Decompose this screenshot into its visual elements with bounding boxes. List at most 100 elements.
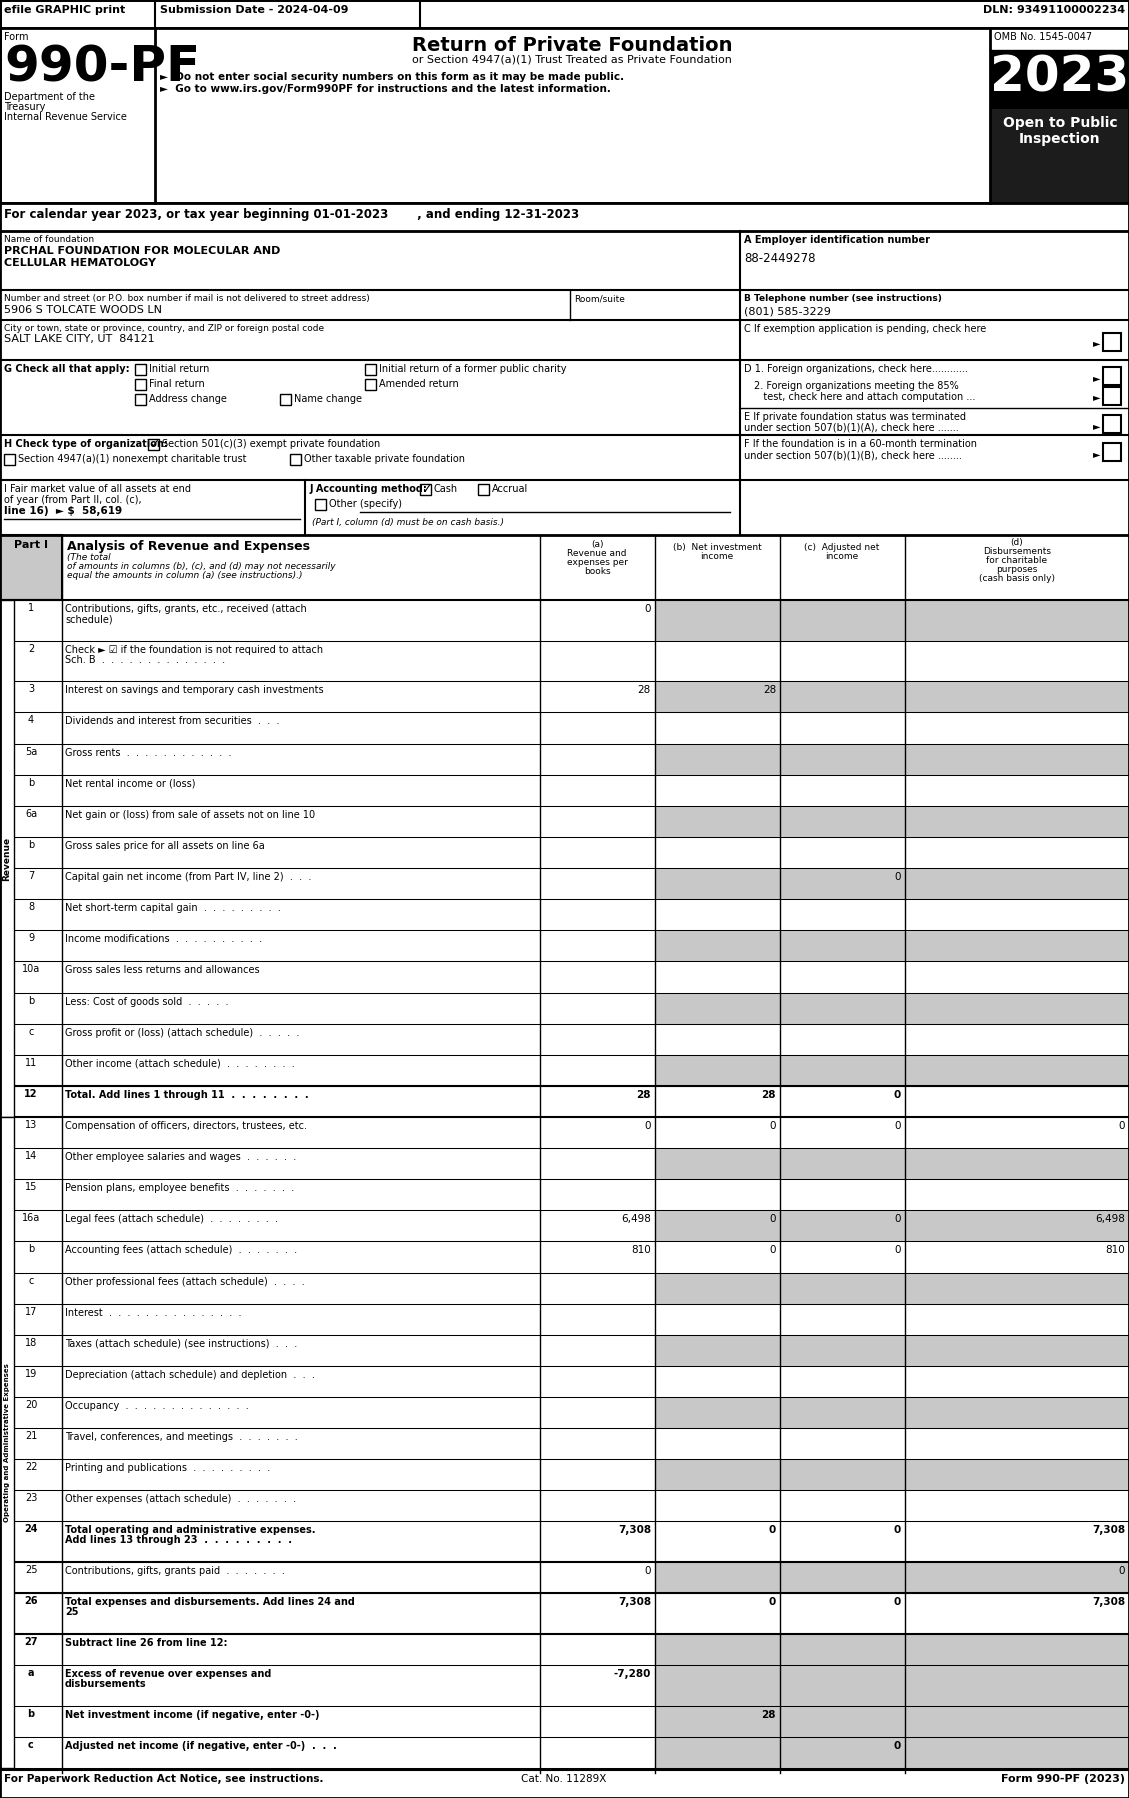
Bar [905,1665,1129,1706]
Text: Check ► ☑ if the foundation is not required to attach: Check ► ☑ if the foundation is not requi… [65,645,323,654]
Text: Department of the: Department of the [5,92,95,102]
Bar [420,484,431,494]
Text: Other expenses (attach schedule)  .  .  .  .  .  .  .: Other expenses (attach schedule) . . . .… [65,1494,296,1505]
Text: Form 990-PF (2023): Form 990-PF (2023) [1001,1775,1124,1784]
Text: Submission Date - 2024-04-09: Submission Date - 2024-04-09 [160,5,349,14]
Text: 0: 0 [1119,1566,1124,1577]
Text: (a): (a) [590,539,603,548]
Text: Interest  .  .  .  .  .  .  .  .  .  .  .  .  .  .  .: Interest . . . . . . . . . . . . . . . [65,1307,242,1318]
Bar [655,806,780,836]
Text: H Check type of organization:: H Check type of organization: [5,439,168,450]
Text: income: income [700,552,734,561]
Text: (cash basis only): (cash basis only) [979,574,1054,583]
Text: Revenue and: Revenue and [567,548,627,557]
Bar [655,601,780,640]
Text: I Fair market value of all assets at end: I Fair market value of all assets at end [5,484,191,494]
Bar [780,930,905,962]
Text: Interest on savings and temporary cash investments: Interest on savings and temporary cash i… [65,685,324,696]
Bar [780,1665,905,1706]
Text: 23: 23 [25,1494,37,1503]
Text: 0: 0 [1119,1120,1124,1131]
Bar [905,1055,1129,1086]
Text: ►: ► [1093,392,1101,403]
Text: Other taxable private foundation: Other taxable private foundation [304,455,465,464]
Bar [365,363,376,376]
Text: b: b [28,996,34,1005]
Bar [0,601,14,1117]
Text: efile GRAPHIC print: efile GRAPHIC print [5,5,125,14]
Text: 990-PF: 990-PF [5,43,200,92]
Bar [905,930,1129,962]
Bar [780,992,905,1023]
Bar [148,439,159,450]
Text: 19: 19 [25,1368,37,1379]
Bar [655,744,780,775]
Bar [905,601,1129,640]
Text: Section 501(c)(3) exempt private foundation: Section 501(c)(3) exempt private foundat… [161,439,380,450]
Bar [280,394,291,405]
Text: 0: 0 [894,1740,901,1751]
Bar [655,681,780,712]
Text: test, check here and attach computation ...: test, check here and attach computation … [754,392,975,403]
Bar [655,992,780,1023]
Text: 5a: 5a [25,746,37,757]
Text: 9: 9 [28,933,34,944]
Text: under section 507(b)(1)(B), check here ........: under section 507(b)(1)(B), check here .… [744,450,962,460]
Text: purposes: purposes [996,565,1038,574]
Bar [135,394,146,405]
Bar [780,1334,905,1366]
Text: OMB No. 1545-0047: OMB No. 1545-0047 [994,32,1092,41]
Bar [655,1562,780,1593]
Text: Initial return of a former public charity: Initial return of a former public charit… [379,363,567,374]
Text: ►: ► [1093,338,1101,349]
Text: a: a [28,1669,34,1678]
Bar [905,1562,1129,1593]
Bar [905,992,1129,1023]
Bar [1103,442,1121,460]
Text: 1: 1 [28,602,34,613]
Text: 18: 18 [25,1338,37,1348]
Text: 11: 11 [25,1057,37,1068]
Bar [905,1210,1129,1241]
Text: 0: 0 [645,604,651,613]
Text: Initial return: Initial return [149,363,209,374]
Bar [905,744,1129,775]
Text: 7,308: 7,308 [1092,1597,1124,1607]
Text: 27: 27 [24,1636,37,1647]
Bar [655,930,780,962]
Text: 7: 7 [28,870,34,881]
Text: 0: 0 [645,1566,651,1577]
Text: Name of foundation: Name of foundation [5,236,94,245]
Text: Excess of revenue over expenses and: Excess of revenue over expenses and [65,1669,271,1679]
Text: c: c [28,1740,34,1749]
Bar [655,1460,780,1491]
Text: 0: 0 [894,1090,901,1100]
Text: Net gain or (loss) from sale of assets not on line 10: Net gain or (loss) from sale of assets n… [65,809,315,820]
Bar [905,1460,1129,1491]
Text: Open to Public
Inspection: Open to Public Inspection [1003,117,1118,146]
Bar [780,1562,905,1593]
Bar [780,1210,905,1241]
Text: Cat. No. 11289X: Cat. No. 11289X [522,1775,606,1784]
Text: 12: 12 [24,1090,37,1099]
Bar [365,379,376,390]
Text: 13: 13 [25,1120,37,1129]
Text: disbursements: disbursements [65,1679,147,1688]
Text: 28: 28 [637,1090,651,1100]
Text: for charitable: for charitable [987,556,1048,565]
Text: For calendar year 2023, or tax year beginning 01-01-2023       , and ending 12-3: For calendar year 2023, or tax year begi… [5,209,579,221]
Text: (d): (d) [1010,538,1023,547]
Text: b: b [28,1244,34,1255]
Bar [655,1055,780,1086]
Bar [780,681,905,712]
Bar [780,1273,905,1304]
Text: of year (from Part II, col. (c),: of year (from Part II, col. (c), [5,494,141,505]
Text: DLN: 93491100002234: DLN: 93491100002234 [983,5,1124,14]
Text: 28: 28 [761,1710,776,1719]
Text: Travel, conferences, and meetings  .  .  .  .  .  .  .: Travel, conferences, and meetings . . . … [65,1433,298,1442]
Text: Add lines 13 through 23  .  .  .  .  .  .  .  .  .: Add lines 13 through 23 . . . . . . . . … [65,1535,292,1546]
Text: E If private foundation status was terminated: E If private foundation status was termi… [744,412,966,423]
Text: G Check all that apply:: G Check all that apply: [5,363,130,374]
Text: City or town, state or province, country, and ZIP or foreign postal code: City or town, state or province, country… [5,324,324,333]
Text: 0: 0 [769,1597,776,1607]
